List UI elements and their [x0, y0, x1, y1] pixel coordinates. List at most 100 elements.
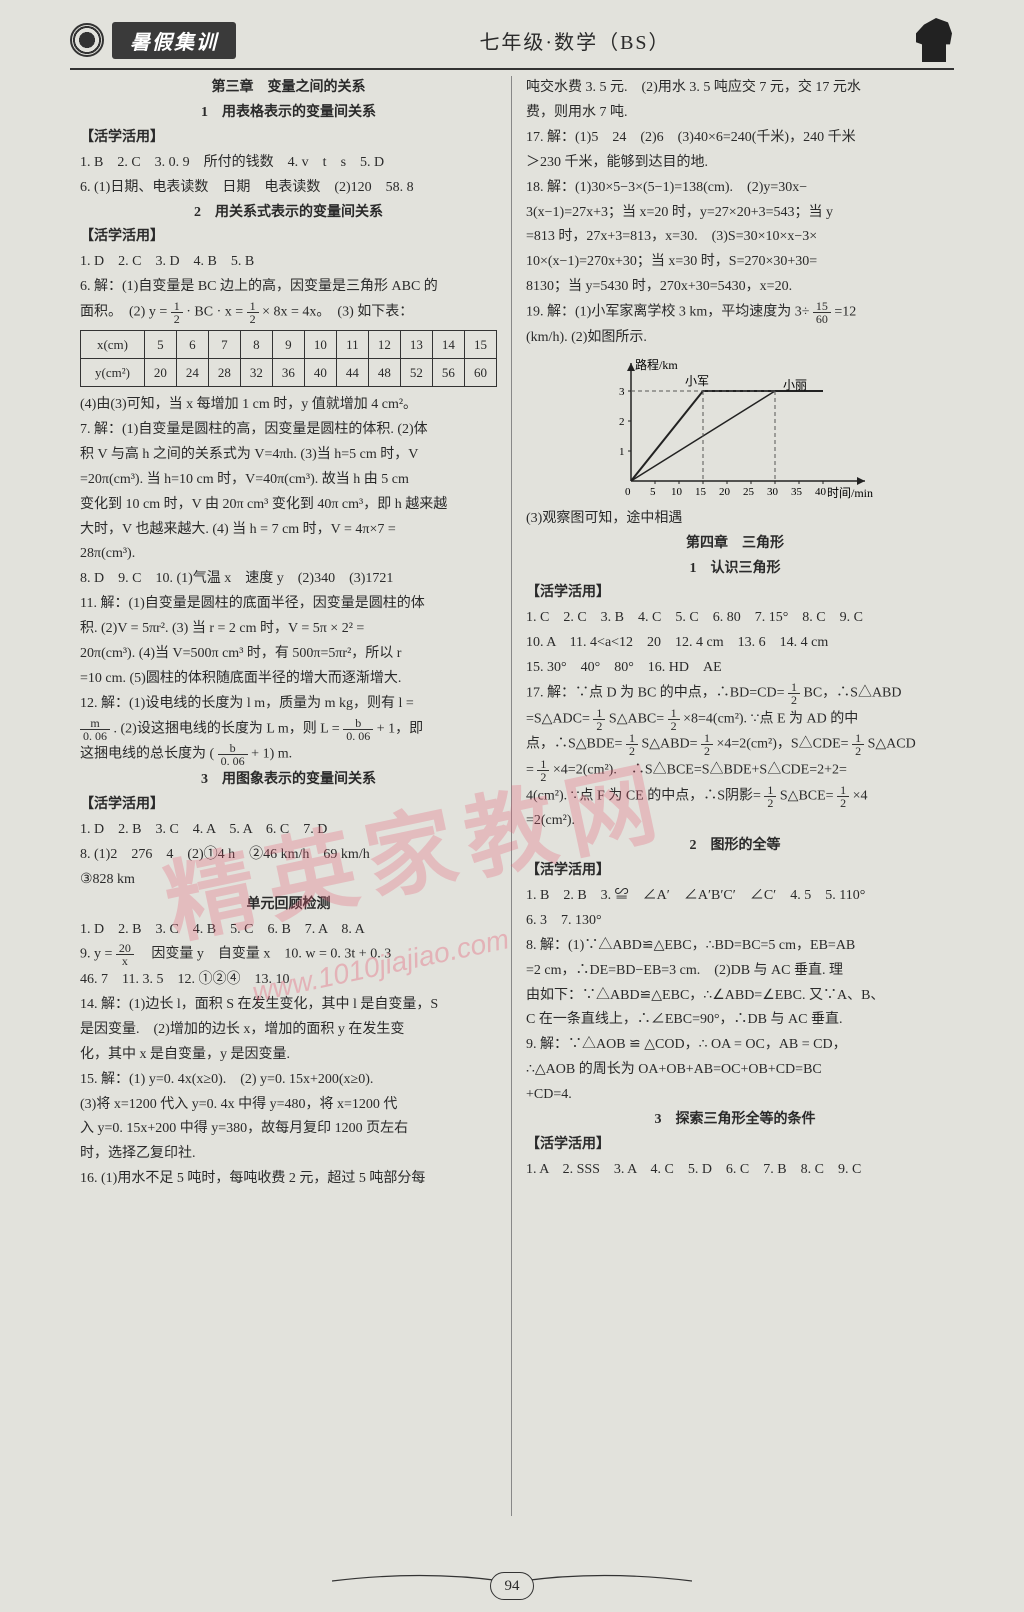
frac: b0. 06	[218, 742, 248, 767]
line: (4)由(3)可知，当 x 每增加 1 cm 时，y 值就增加 4 cm²。	[80, 393, 497, 418]
line: 11. 解：(1)自变量是圆柱的底面半径，因变量是圆柱的体	[80, 592, 497, 617]
frac-half: 12	[537, 758, 549, 783]
line: 入 y=0. 15x+200 中得 y=380，故每月复印 1200 页左右	[80, 1117, 497, 1142]
line: =813 时，27x+3=813，x=30. (3)S=30×10×x−3×	[526, 225, 944, 250]
svg-text:15: 15	[695, 486, 707, 498]
line: 20π(cm³). (4)当 V=500π cm³ 时，有 500π=5πr²，…	[80, 642, 497, 667]
txt: · BC · x =	[186, 305, 246, 320]
frac: 1560	[813, 300, 831, 325]
line: 18. 解：(1)30×5−3×(5−1)=138(cm). (2)y=30x−	[526, 176, 944, 201]
frac-half: 12	[764, 784, 776, 809]
line: =2(cm²).	[526, 809, 944, 834]
svg-text:35: 35	[791, 486, 803, 498]
cell: 52	[400, 358, 432, 386]
svg-text:1: 1	[619, 446, 625, 458]
txt: =	[526, 763, 534, 778]
txt: ×4=2(cm²). ∴S△BCE=S△BDE+S△CDE=2+2=	[553, 763, 847, 778]
line: =10 cm. (5)圆柱的体积随底面半径的增大而逐渐增大.	[80, 667, 497, 692]
line: 14. 解：(1)边长 l，面积 S 在发生变化，其中 l 是自变量，S	[80, 993, 497, 1018]
txt: 这捆电线的总长度为 (	[80, 747, 214, 762]
line: 1. B 2. C 3. 0. 9 所付的钱数 4. v t s 5. D	[80, 151, 497, 176]
svg-text:20: 20	[719, 486, 731, 498]
line: +CD=4.	[526, 1083, 944, 1108]
line: 面积。 (2) y = 12 · BC · x = 12 × 8x = 4x。 …	[80, 300, 497, 326]
line: 10×(x−1)=270x+30；当 x=30 时，S=270×30+30=	[526, 250, 944, 275]
line: 这捆电线的总长度为 ( b0. 06 + 1) m.	[80, 742, 497, 768]
page-number: 94	[490, 1572, 534, 1600]
line: (3)将 x=1200 代入 y=0. 4x 中得 y=480，将 x=1200…	[80, 1093, 497, 1118]
section-1-title: 1 用表格表示的变量间关系	[80, 101, 497, 126]
line: 由如下：∵△ABD≌△EBC，∴∠ABD=∠EBC. 又∵A、B、	[526, 984, 944, 1009]
line: 46. 7 11. 3. 5 12. ①②④ 13. 10	[80, 968, 497, 993]
cell: 36	[272, 358, 304, 386]
txt: 17. 解：∵点 D 为 BC 的中点，∴BD=CD=	[526, 686, 784, 701]
graph-svg: 路程/km 时间/min 小军 小丽 1 2 3 0 5 10 15 20 25…	[595, 355, 875, 505]
frac-half: 12	[788, 681, 800, 706]
line: 点，∴S△BDE= 12 S△ABD= 12 ×4=2(cm²)，S△CDE= …	[526, 732, 944, 758]
cell: 60	[464, 358, 496, 386]
line: 6. 3 7. 130°	[526, 909, 944, 934]
frac-half: 12	[247, 300, 259, 325]
svg-text:3: 3	[619, 386, 625, 398]
page-header: 暑假集训 七年级·数学（BS）	[0, 0, 1024, 68]
txt: 点，∴S△BDE=	[526, 737, 622, 752]
section-4-2-title: 2 图形的全等	[526, 834, 944, 859]
line: 8. D 9. C 10. (1)气温 x 速度 y (2)340 (3)172…	[80, 567, 497, 592]
header-center: 七年级·数学（BS）	[236, 26, 914, 55]
cell: 12	[368, 330, 400, 358]
line: 7. 解：(1)自变量是圆柱的高，因变量是圆柱的体积. (2)体	[80, 418, 497, 443]
section-4-3-title: 3 探索三角形全等的条件	[526, 1108, 944, 1133]
cell: y(cm²)	[81, 358, 145, 386]
line: ∴△AOB 的周长为 OA+OB+AB=OC+OB+CD=BC	[526, 1058, 944, 1083]
line: 1. B 2. B 3. ≌ ∠A′ ∠A′B′C′ ∠C′ 4. 5 5. 1…	[526, 884, 944, 909]
table-header-row: x(cm) 5 6 7 8 9 10 11 12 13 14 15	[81, 330, 497, 358]
txt: + 1，即	[377, 722, 423, 737]
chapter4-title: 第四章 三角形	[526, 532, 944, 557]
cell: 11	[336, 330, 368, 358]
huoxue-label-5: 【活学活用】	[526, 859, 944, 884]
cell: 7	[208, 330, 240, 358]
huoxue-label-6: 【活学活用】	[526, 1133, 944, 1158]
txt: S△ACD	[868, 737, 916, 752]
cell: 44	[336, 358, 368, 386]
line: 8. (1)2 276 4 (2)①4 h ②46 km/h 69 km/h	[80, 843, 497, 868]
line: 1. D 2. C 3. D 4. B 5. B	[80, 250, 497, 275]
line: 15. 30° 40° 80° 16. HD AE	[526, 656, 944, 681]
line: C 在一条直线上，∴∠EBC=90°，∴DB 与 AC 垂直.	[526, 1008, 944, 1033]
svg-text:5: 5	[650, 486, 656, 498]
txt: + 1) m.	[251, 747, 292, 762]
distance-time-graph: 路程/km 时间/min 小军 小丽 1 2 3 0 5 10 15 20 25…	[595, 355, 875, 505]
right-column: 吨交水费 3. 5 元. (2)用水 3. 5 吨应交 7 元，交 17 元水 …	[512, 76, 954, 1516]
line: 19. 解：(1)小军家离学校 3 km，平均速度为 3÷ 1560 =12	[526, 300, 944, 326]
cell: 48	[368, 358, 400, 386]
line: 15. 解：(1) y=0. 4x(x≥0). (2) y=0. 15x+200…	[80, 1068, 497, 1093]
header-badge: 暑假集训	[112, 22, 236, 59]
line: 6. (1)日期、电表读数 日期 电表读数 (2)120 58. 8	[80, 176, 497, 201]
line: 时，选择乙复印社.	[80, 1142, 497, 1167]
svg-text:2: 2	[619, 416, 625, 428]
cell: 8	[240, 330, 272, 358]
txt: S△BCE=	[780, 788, 834, 803]
left-column: 第三章 变量之间的关系 1 用表格表示的变量间关系 【活学活用】 1. B 2.…	[70, 76, 512, 1516]
frac-half: 12	[668, 707, 680, 732]
line: 吨交水费 3. 5 元. (2)用水 3. 5 吨应交 7 元，交 17 元水	[526, 76, 944, 101]
svg-text:0: 0	[625, 486, 631, 498]
frac-half: 12	[171, 300, 183, 325]
xlabel: 时间/min	[827, 486, 873, 500]
frac-half: 12	[593, 707, 605, 732]
cell: 5	[144, 330, 176, 358]
frac-half: 12	[701, 732, 713, 757]
label-li: 小丽	[783, 378, 807, 392]
line: 1. A 2. SSS 3. A 4. C 5. D 6. C 7. B 8. …	[526, 1158, 944, 1183]
line: 9. 解：∵△AOB ≌ △COD，∴ OA = OC，AB = CD，	[526, 1033, 944, 1058]
line: 17. 解：(1)5 24 (2)6 (3)40×6=240(千米)，240 千…	[526, 126, 944, 151]
txt: S△ABD=	[641, 737, 697, 752]
cell: 9	[272, 330, 304, 358]
huoxue-label-2: 【活学活用】	[80, 225, 497, 250]
svg-text:25: 25	[743, 486, 755, 498]
line: 28π(cm³).	[80, 542, 497, 567]
line: 8130；当 y=5430 时，270x+30=5430，x=20.	[526, 275, 944, 300]
line: 16. (1)用水不足 5 吨时，每吨收费 2 元，超过 5 吨部分每	[80, 1167, 497, 1192]
line: 费，则用水 7 吨.	[526, 101, 944, 126]
line: = 12 ×4=2(cm²). ∴S△BCE=S△BDE+S△CDE=2+2=	[526, 758, 944, 784]
